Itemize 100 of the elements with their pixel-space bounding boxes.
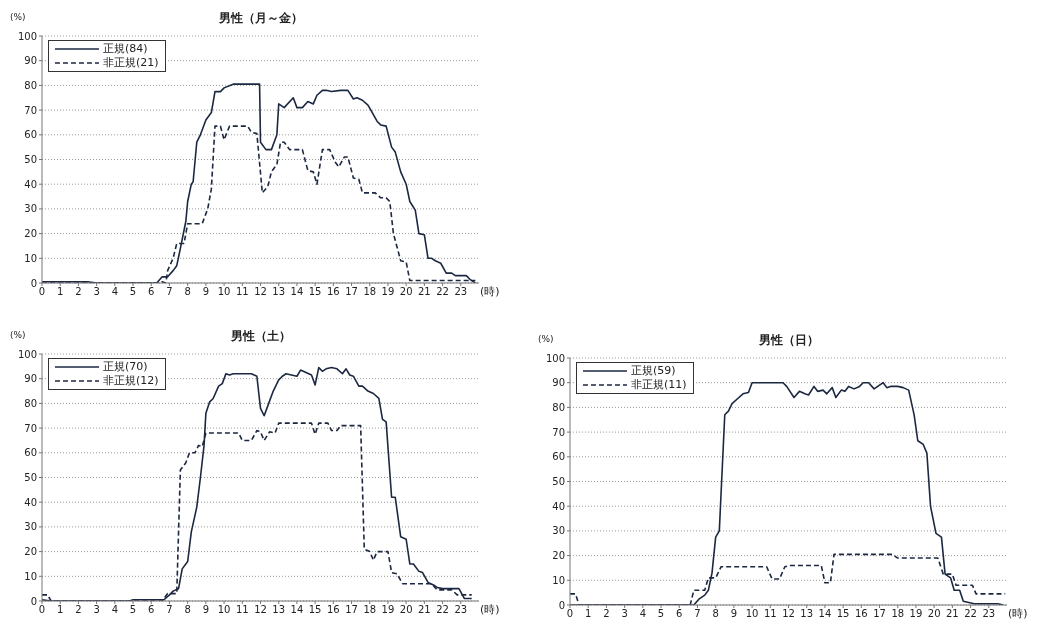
legend-label: 非正規(12) — [103, 374, 159, 388]
x-tick-label: 1 — [57, 604, 64, 616]
x-tick-label: 23 — [454, 286, 468, 298]
x-tick-label: 16 — [854, 608, 868, 620]
x-tick-label: 4 — [111, 604, 119, 616]
x-tick-label: 13 — [272, 604, 286, 616]
y-tick-label: 30 — [24, 203, 37, 215]
x-tick-label: 3 — [93, 604, 100, 616]
y-tick-label: 80 — [24, 79, 37, 91]
x-tick-label: 6 — [676, 608, 683, 620]
y-tick-label: 20 — [552, 550, 565, 562]
x-tick-label: 22 — [436, 604, 449, 616]
x-tick-label: 5 — [657, 608, 665, 620]
y-tick-label: 70 — [24, 104, 37, 116]
y-tick-label: 100 — [545, 352, 565, 364]
x-tick-label: 4 — [639, 608, 647, 620]
x-tick-label: 8 — [184, 604, 191, 616]
x-tick-label: 9 — [202, 604, 210, 616]
x-tick-label: 17 — [345, 286, 358, 298]
x-tick-label: 22 — [964, 608, 977, 620]
x-axis-title: (時) — [1008, 606, 1028, 621]
x-tick-label: 17 — [873, 608, 886, 620]
x-tick-label: 7 — [166, 604, 173, 616]
y-tick-label: 30 — [24, 521, 37, 533]
x-tick-label: 14 — [290, 286, 304, 298]
x-tick-label: 14 — [818, 608, 832, 620]
x-tick-label: 14 — [290, 604, 304, 616]
x-tick-label: 12 — [254, 604, 267, 616]
x-tick-label: 0 — [566, 608, 574, 620]
x-tick-label: 0 — [38, 286, 46, 298]
x-tick-label: 13 — [272, 286, 286, 298]
x-tick-label: 8 — [712, 608, 719, 620]
x-tick-label: 12 — [254, 286, 267, 298]
x-tick-label: 18 — [363, 286, 377, 298]
x-tick-label: 5 — [129, 286, 137, 298]
x-tick-label: 1 — [57, 286, 64, 298]
x-tick-label: 7 — [694, 608, 701, 620]
legend-label: 正規(84) — [103, 42, 148, 56]
x-tick-label: 2 — [75, 286, 82, 298]
x-tick-label: 15 — [836, 608, 850, 620]
y-axis-title: (%) — [10, 330, 26, 340]
y-tick-label: 10 — [24, 570, 37, 582]
y-tick-label: 50 — [24, 154, 37, 166]
y-tick-label: 60 — [24, 129, 37, 141]
x-tick-label: 8 — [184, 286, 191, 298]
x-tick-label: 4 — [111, 286, 119, 298]
y-tick-label: 90 — [552, 377, 565, 389]
y-tick-label: 10 — [552, 574, 565, 586]
x-tick-label: 23 — [454, 604, 468, 616]
x-tick-label: 22 — [436, 286, 449, 298]
y-tick-label: 70 — [24, 422, 37, 434]
x-tick-label: 15 — [308, 604, 322, 616]
y-tick-label: 50 — [24, 472, 37, 484]
x-tick-label: 16 — [326, 286, 340, 298]
legend-label: 非正規(21) — [103, 56, 159, 70]
x-tick-label: 11 — [235, 604, 249, 616]
y-tick-label: 30 — [552, 525, 565, 537]
legend-label: 正規(59) — [631, 364, 676, 378]
y-tick-label: 100 — [17, 30, 37, 42]
x-tick-label: 6 — [148, 604, 155, 616]
y-tick-label: 70 — [552, 426, 565, 438]
x-axis-title: (時) — [480, 602, 500, 617]
x-tick-label: 10 — [217, 604, 231, 616]
y-tick-label: 60 — [24, 447, 37, 459]
x-tick-label: 12 — [782, 608, 795, 620]
x-tick-label: 3 — [93, 286, 100, 298]
y-tick-label: 40 — [24, 496, 37, 508]
x-tick-label: 13 — [800, 608, 814, 620]
chart-title: 男性（月～金） — [217, 10, 304, 27]
y-tick-label: 20 — [24, 228, 37, 240]
y-tick-label: 40 — [552, 500, 565, 512]
x-tick-label: 0 — [38, 604, 46, 616]
x-tick-label: 15 — [308, 286, 322, 298]
x-tick-label: 11 — [763, 608, 777, 620]
x-tick-label: 18 — [891, 608, 905, 620]
x-tick-label: 21 — [418, 286, 431, 298]
x-tick-label: 1 — [585, 608, 592, 620]
chart-title: 男性（土） — [229, 328, 292, 345]
chart-title: 男性（日） — [757, 332, 820, 349]
y-tick-label: 80 — [24, 397, 37, 409]
x-tick-label: 21 — [418, 604, 431, 616]
y-tick-label: 80 — [552, 401, 565, 413]
x-tick-label: 20 — [927, 608, 941, 620]
y-tick-label: 90 — [24, 373, 37, 385]
x-tick-label: 16 — [326, 604, 340, 616]
x-tick-label: 10 — [745, 608, 759, 620]
x-tick-label: 2 — [603, 608, 610, 620]
y-tick-label: 50 — [552, 476, 565, 488]
x-tick-label: 2 — [75, 604, 82, 616]
x-tick-label: 10 — [217, 286, 231, 298]
y-axis-title: (%) — [538, 334, 554, 344]
x-tick-label: 7 — [166, 286, 173, 298]
x-tick-label: 21 — [946, 608, 959, 620]
y-tick-label: 0 — [30, 595, 37, 607]
x-tick-label: 19 — [909, 608, 923, 620]
y-tick-label: 100 — [17, 348, 37, 360]
y-tick-label: 20 — [24, 546, 37, 558]
x-tick-label: 5 — [129, 604, 137, 616]
x-tick-label: 20 — [399, 286, 413, 298]
y-axis-title: (%) — [10, 12, 26, 22]
